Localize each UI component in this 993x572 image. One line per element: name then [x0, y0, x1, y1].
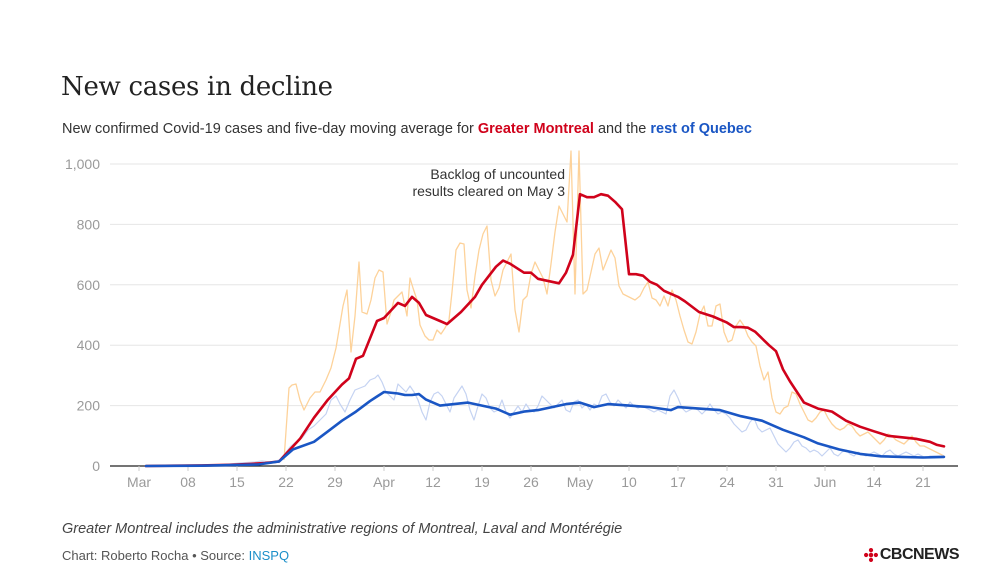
- x-tick-label: Apr: [373, 474, 395, 490]
- y-axis-ticks: 0 200 400 600 800 1,000: [65, 156, 100, 474]
- x-tick-label: 15: [229, 474, 245, 490]
- x-tick-label: 17: [670, 474, 686, 490]
- credit-text: Chart: Roberto Rocha • Source:: [62, 548, 249, 563]
- x-tick-label: 10: [621, 474, 637, 490]
- montreal-average-line: [144, 192, 946, 468]
- daily-raw-lines: [159, 150, 945, 467]
- x-tick-label: 24: [719, 474, 735, 490]
- x-tick-label: May: [567, 474, 593, 490]
- y-tick-label: 200: [77, 398, 101, 414]
- cbc-gem-icon: [863, 548, 878, 562]
- chart-credit: Chart: Roberto Rocha • Source: INSPQ: [62, 548, 289, 563]
- montreal-daily-line: [283, 150, 945, 461]
- y-tick-label: 400: [77, 337, 101, 353]
- x-tick-label: Mar: [127, 474, 151, 490]
- x-tick-label: 14: [866, 474, 882, 490]
- annotation-line-1: Backlog of uncounted: [430, 166, 565, 182]
- y-tick-label: 600: [77, 277, 101, 293]
- x-tick-label: 19: [474, 474, 490, 490]
- quebec-daily-line: [159, 374, 944, 467]
- chart-title: New cases in decline: [61, 72, 333, 102]
- x-tick-label: 29: [327, 474, 343, 490]
- subtitle-middle: and the: [593, 121, 651, 137]
- legend-rest-of-quebec: rest of Quebec: [650, 121, 752, 137]
- legend-greater-montreal: Greater Montreal: [477, 121, 594, 137]
- quebec-average-line: [144, 390, 946, 468]
- logo-text: CBCNEWS: [879, 546, 960, 563]
- gridlines: [110, 163, 958, 467]
- backlog-annotation: Backlog of uncounted results cleared on …: [412, 166, 565, 199]
- x-tick-label: 08: [180, 474, 196, 490]
- chart-subtitle: New confirmed Covid-19 cases and five-da…: [62, 121, 752, 137]
- annotation-line-2: results cleared on May 3: [412, 183, 565, 199]
- cbc-news-logo: CBCNEWS: [863, 546, 960, 564]
- x-tick-label: 22: [278, 474, 294, 490]
- x-tick-label: 31: [768, 474, 784, 490]
- x-tick-label: 26: [523, 474, 539, 490]
- chart-footnote: Greater Montreal includes the administra…: [62, 521, 623, 537]
- source-link[interactable]: INSPQ: [248, 548, 290, 563]
- y-tick-label: 0: [92, 458, 100, 474]
- moving-average-lines: [144, 192, 946, 468]
- x-tick-label: 21: [915, 474, 931, 490]
- x-axis-ticks: Mar 08 15 22 29 Apr 12 19 26 May 10 17 24 31 Jun 14 21: [127, 466, 931, 490]
- x-tick-label: Jun: [814, 474, 837, 490]
- subtitle-prefix: New confirmed Covid-19 cases and five-da…: [62, 121, 478, 137]
- x-tick-label: 12: [425, 474, 441, 490]
- y-tick-label: 800: [77, 216, 101, 232]
- y-tick-label: 1,000: [65, 156, 100, 172]
